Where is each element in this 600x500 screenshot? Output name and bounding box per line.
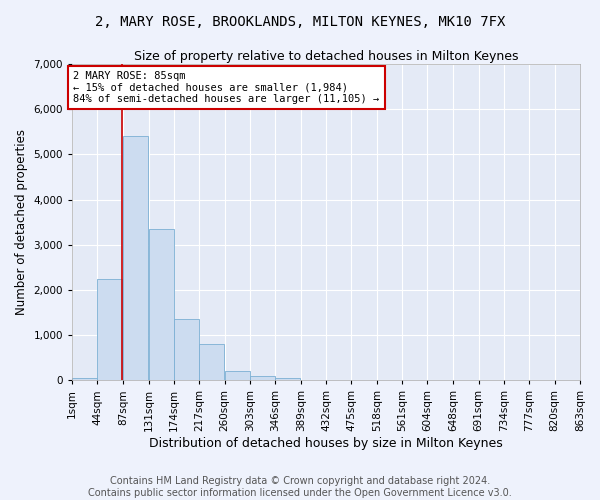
Text: Contains HM Land Registry data © Crown copyright and database right 2024.
Contai: Contains HM Land Registry data © Crown c… bbox=[88, 476, 512, 498]
Text: 2 MARY ROSE: 85sqm
← 15% of detached houses are smaller (1,984)
84% of semi-deta: 2 MARY ROSE: 85sqm ← 15% of detached hou… bbox=[73, 71, 380, 104]
X-axis label: Distribution of detached houses by size in Milton Keynes: Distribution of detached houses by size … bbox=[149, 437, 503, 450]
Bar bbox=[123, 136, 148, 380]
Bar bbox=[174, 320, 199, 380]
Bar bbox=[275, 378, 301, 380]
Text: 2, MARY ROSE, BROOKLANDS, MILTON KEYNES, MK10 7FX: 2, MARY ROSE, BROOKLANDS, MILTON KEYNES,… bbox=[95, 15, 505, 29]
Bar bbox=[72, 378, 97, 380]
Bar bbox=[97, 278, 122, 380]
Bar bbox=[250, 376, 275, 380]
Bar bbox=[199, 344, 224, 381]
Bar bbox=[224, 372, 250, 380]
Title: Size of property relative to detached houses in Milton Keynes: Size of property relative to detached ho… bbox=[134, 50, 518, 63]
Y-axis label: Number of detached properties: Number of detached properties bbox=[15, 129, 28, 315]
Bar bbox=[149, 229, 174, 380]
